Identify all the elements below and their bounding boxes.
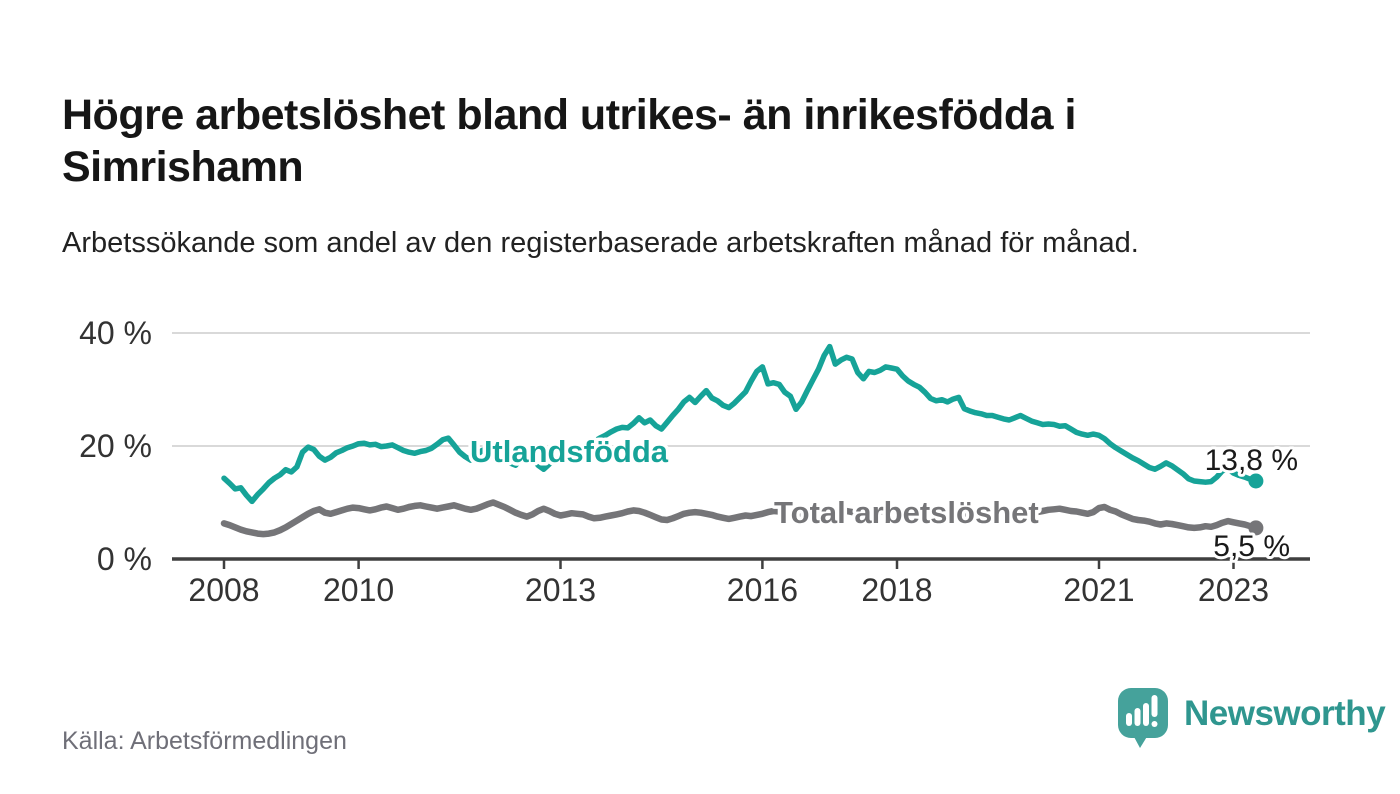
x-tick-label-2023: 2023	[1198, 572, 1269, 608]
source-note: Källa: Arbetsförmedlingen	[62, 727, 347, 755]
series-line-1	[220, 499, 1260, 538]
series-label-total: Total arbetslöshet	[774, 495, 1039, 530]
y-axis-labels: 40 % 20 % 0 %	[79, 315, 152, 577]
series-line-0	[221, 343, 1259, 505]
x-tick-label-2010: 2010	[323, 572, 394, 608]
x-tick-label-2021: 2021	[1063, 572, 1134, 608]
x-tick-label-2008: 2008	[188, 572, 259, 608]
end-value-label-total: 5,5 %	[1213, 530, 1290, 563]
gridlines	[172, 332, 1310, 447]
series-label-utlandsfodda: Utlandsfödda	[470, 434, 669, 469]
page-title: Högre arbetslöshet bland utrikes- än inr…	[62, 90, 1076, 192]
x-axis-labels: 2008 2010 2013 2016 2018 2021 2023	[188, 572, 1269, 608]
x-tick-label-2018: 2018	[861, 572, 932, 608]
newsworthy-logo: Newsworthy	[1116, 686, 1396, 756]
page-subtitle: Arbetssökande som andel av den registerb…	[62, 227, 1139, 259]
y-tick-label-20: 20 %	[79, 428, 152, 464]
newsworthy-logo-icon	[1118, 688, 1168, 748]
line-chart: 40 % 20 % 0 % 2008 2010 2013 2016 2018 2…	[79, 315, 1310, 608]
series-end-dot-0	[1248, 473, 1264, 489]
x-axis	[172, 557, 1310, 569]
y-tick-label-40: 40 %	[79, 315, 152, 351]
x-tick-label-2016: 2016	[727, 572, 798, 608]
series-lines	[220, 343, 1264, 538]
y-tick-label-0: 0 %	[97, 541, 152, 577]
bar-chart-icon	[1126, 695, 1158, 727]
series-end-dot-1	[1248, 520, 1264, 536]
end-value-label-utlandsfodda: 13,8 %	[1205, 444, 1298, 477]
logo-bubble-tail	[1133, 735, 1148, 748]
newsworthy-wordmark: Newsworthy	[1184, 694, 1386, 733]
x-tick-label-2013: 2013	[525, 572, 596, 608]
series-annotations: Utlandsfödda Total arbetslöshet 13,8 % 5…	[467, 431, 1302, 567]
